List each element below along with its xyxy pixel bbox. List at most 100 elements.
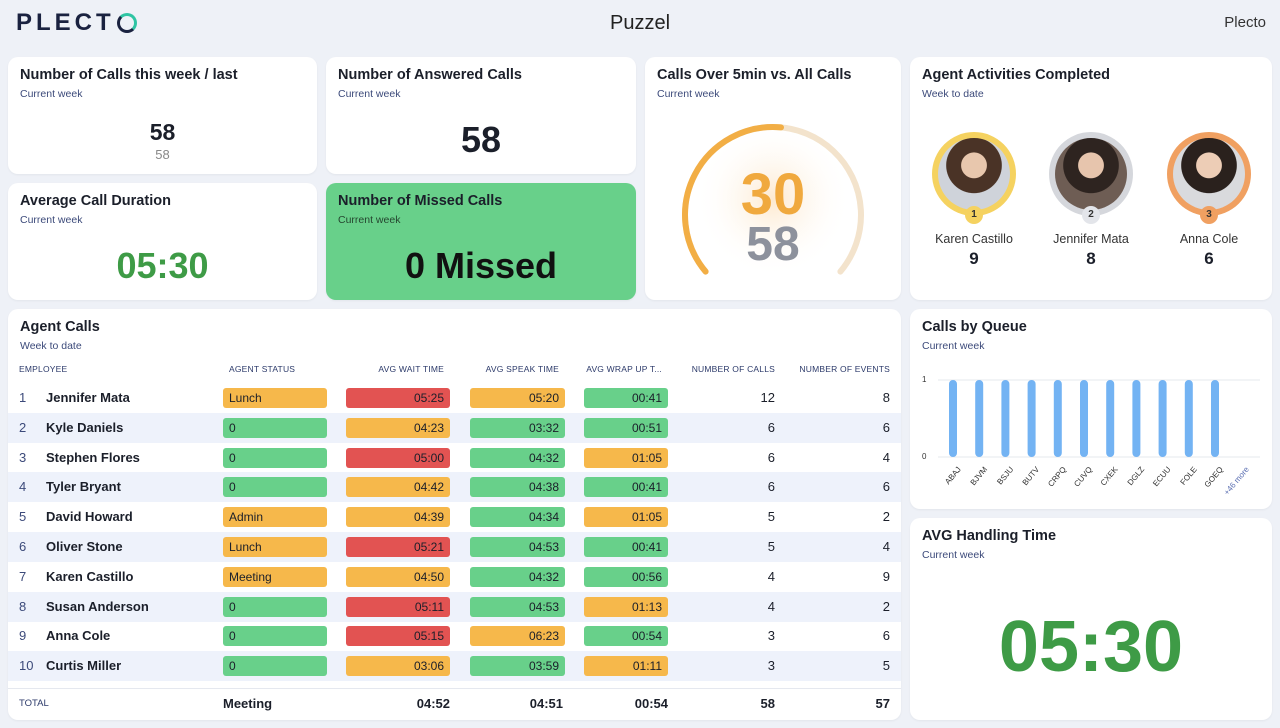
column-header-agent-status[interactable]: AGENT STATUS (229, 364, 296, 374)
leader-3[interactable]: 3 Anna Cole 6 (1164, 132, 1254, 269)
agent-status: Meeting (223, 566, 327, 587)
table-row[interactable]: 9 Anna Cole 0 05:15 06:23 00:54 3 6 (8, 621, 901, 651)
employee-name: Susan Anderson (46, 598, 149, 614)
table-row[interactable]: 7 Karen Castillo Meeting 04:50 04:32 00:56 4 9 (8, 562, 901, 592)
table-row[interactable]: 6 Oliver Stone Lunch 05:21 04:53 00:41 5 4 (8, 532, 901, 562)
agent-status: 0 (223, 447, 327, 468)
bar-fole[interactable] (1184, 380, 1193, 457)
column-header-events[interactable]: NUMBER OF EVENTS (799, 364, 890, 374)
table-row[interactable]: 1 Jennifer Mata Lunch 05:25 05:20 00:41 12 8 (8, 383, 901, 413)
widget-title: Number of Missed Calls (338, 193, 503, 209)
gauge-value: 30 (740, 162, 806, 227)
agent-status: 0 (223, 417, 327, 438)
avg-speak-time: 04:34 (470, 507, 565, 528)
number-of-events: 6 (882, 628, 890, 644)
gauge-fill (682, 124, 784, 275)
table-row[interactable]: 10 Curtis Miller 0 03:06 03:59 01:11 3 5 (8, 651, 901, 682)
total-wait: 04:52 (416, 696, 450, 711)
table-row[interactable]: 5 David Howard Admin 04:39 04:34 01:05 5 2 (8, 502, 901, 532)
number-of-events: 6 (882, 479, 890, 495)
number-of-events: 4 (882, 539, 890, 554)
rank-badge: 2 (1082, 206, 1100, 224)
leader-2[interactable]: 2 Jennifer Mata 8 (1046, 132, 1136, 269)
widget-calls-over-5min[interactable]: Calls Over 5min vs. All Calls Current we… (645, 57, 901, 300)
answered-value: 58 (460, 119, 502, 160)
table-row[interactable]: 3 Stephen Flores 0 05:00 04:32 01:05 6 4 (8, 443, 901, 473)
leader-name: Karen Castillo (935, 232, 1013, 246)
bar-ecuu[interactable] (1158, 380, 1167, 457)
column-header-avg-speak[interactable]: AVG SPEAK TIME (485, 364, 559, 374)
widget-subtitle: Week to date (20, 340, 82, 352)
plecto-logo[interactable]: PLECT (16, 9, 137, 37)
agent-status: 0 (223, 596, 327, 617)
brand-name: Plecto (1224, 14, 1266, 31)
avg-wait-time: 05:25 (346, 388, 450, 408)
avg-speak-time: 03:59 (470, 656, 565, 677)
bar-goeq[interactable] (1211, 380, 1219, 457)
number-of-calls: 5 (767, 539, 775, 554)
leader-value: 6 (1204, 249, 1214, 268)
bar-bsju[interactable] (1001, 380, 1010, 457)
bar-dglz[interactable] (1132, 380, 1141, 457)
number-of-events: 2 (882, 509, 890, 525)
column-header-avg-wrap[interactable]: AVG WRAP UP T... (586, 364, 662, 374)
avg-speak-time: 04:53 (470, 596, 565, 617)
avg-speak-time: 04:38 (470, 477, 565, 498)
avg-wrap-time: 00:56 (584, 566, 668, 587)
avg-wait-time: 05:11 (346, 596, 450, 617)
avg-speak-time: 05:20 (470, 388, 565, 408)
bar-butv[interactable] (1027, 380, 1036, 457)
number-of-calls: 6 (767, 419, 775, 435)
top-bar: PLECT Puzzel Plecto (0, 0, 1280, 46)
agent-status: Lunch (223, 537, 327, 557)
number-of-calls: 6 (767, 479, 775, 495)
gauge-total: 58 (746, 218, 800, 271)
row-rank: 7 (19, 568, 27, 584)
column-header-employee[interactable]: EMPLOYEE (19, 364, 68, 374)
bar-crpq[interactable] (1053, 380, 1062, 457)
table-row[interactable]: 4 Tyler Bryant 0 04:42 04:38 00:41 6 6 (8, 472, 901, 503)
avg-wrap-time: 00:41 (584, 388, 668, 408)
widget-subtitle: Current week (20, 214, 83, 226)
row-rank: 3 (19, 449, 27, 465)
row-rank: 6 (19, 539, 27, 554)
bar-cuvq[interactable] (1080, 380, 1088, 457)
number-of-calls: 3 (767, 658, 775, 674)
avg-wait-time: 04:42 (346, 477, 450, 498)
widget-title: Agent Calls (20, 319, 100, 335)
row-rank: 8 (19, 598, 27, 614)
leader-1[interactable]: 1 Karen Castillo 9 (929, 132, 1019, 269)
rank-badge: 1 (965, 206, 983, 224)
number-of-events: 6 (882, 419, 890, 435)
table-row[interactable]: 2 Kyle Daniels 0 04:23 03:32 00:51 6 6 (8, 412, 901, 443)
widget-calls-by-queue[interactable]: Calls by Queue Current week 1 0 ABAJ BJVM… (910, 309, 1272, 509)
avg-wrap-time: 01:05 (584, 447, 668, 468)
bar-abaj[interactable] (949, 380, 957, 457)
total-speak: 04:51 (529, 696, 563, 711)
employee-name: Kyle Daniels (46, 419, 124, 435)
employee-name: Jennifer Mata (46, 390, 130, 405)
widget-calls-week[interactable]: Number of Calls this week / last Current… (8, 57, 317, 174)
column-header-calls[interactable]: NUMBER OF CALLS (691, 364, 775, 374)
avg-wait-time: 03:06 (346, 656, 450, 677)
number-of-events: 8 (882, 390, 890, 405)
column-header-avg-wait[interactable]: AVG WAIT TIME (378, 364, 444, 374)
y-tick-0: 0 (922, 452, 927, 461)
avatar: 1 (932, 132, 1016, 224)
table-row[interactable]: 8 Susan Anderson 0 05:11 04:53 01:13 4 2 (8, 591, 901, 622)
widget-missed-calls[interactable]: Number of Missed Calls Current week 0 Mi… (326, 183, 636, 300)
bar-bjvm[interactable] (975, 380, 984, 457)
leader-name: Anna Cole (1179, 232, 1239, 246)
avg-wrap-time: 00:54 (584, 626, 668, 647)
widget-avg-handling-time[interactable]: AVG Handling Time Current week 05:30 (910, 518, 1272, 720)
row-rank: 2 (19, 419, 27, 435)
bar-cxek[interactable] (1106, 380, 1115, 457)
employee-name: Tyler Bryant (46, 479, 121, 495)
widget-agent-activities[interactable]: Agent Activities Completed Week to date … (910, 57, 1272, 300)
widget-title: Agent Activities Completed (922, 67, 1110, 83)
agent-status: 0 (223, 656, 327, 677)
widget-average-call-duration[interactable]: Average Call Duration Current week 05:30 (8, 183, 317, 300)
widget-answered-calls[interactable]: Number of Answered Calls Current week 58 (326, 57, 636, 174)
number-of-events: 4 (882, 449, 890, 465)
total-status: Meeting (223, 696, 273, 711)
